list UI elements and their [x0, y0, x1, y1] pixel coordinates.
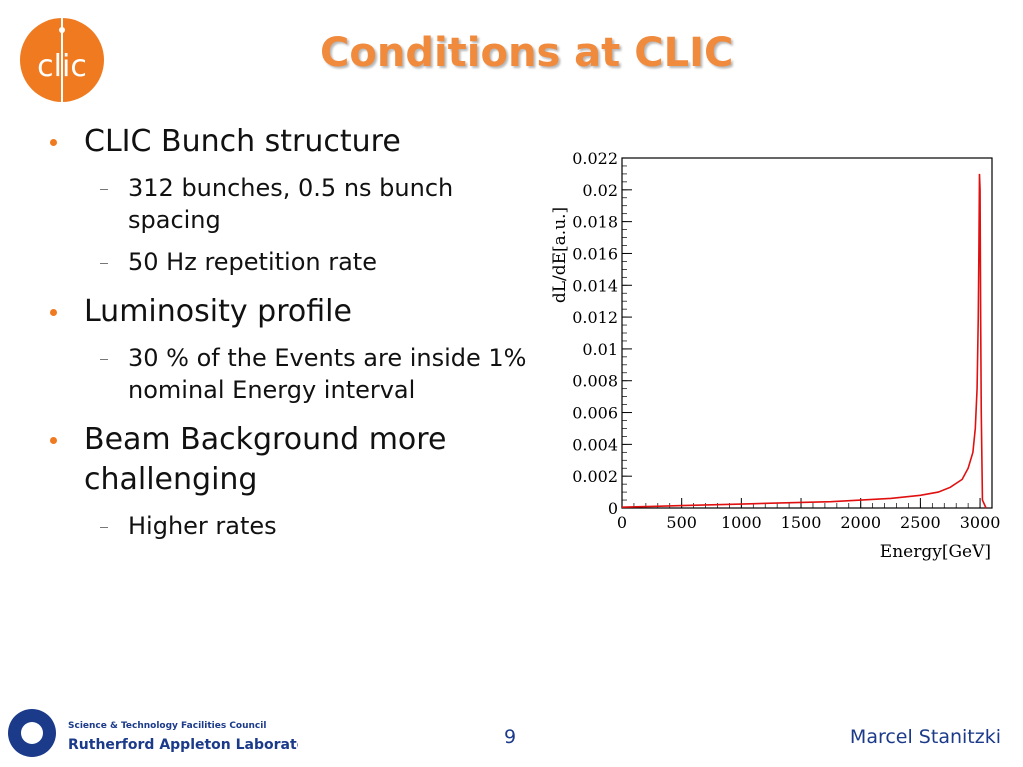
bullet-list: CLIC Bunch structure 312 bunches, 0.5 ns… [50, 118, 550, 542]
y-tick-label: 0.014 [572, 276, 618, 295]
dash-icon [100, 189, 108, 190]
ral-line: Rutherford Appleton Laboratory [68, 737, 298, 753]
stfc-ral-logo: Science & Technology Facilities Council … [8, 709, 298, 757]
bullet-dot-icon [50, 309, 57, 316]
clic-logo-dot [59, 27, 65, 33]
clic-logo: clic [20, 18, 104, 102]
y-tick-label: 0.022 [572, 149, 618, 168]
x-tick-label: 1000 [721, 513, 762, 532]
sub-bullet-item: 30 % of the Events are inside 1% nominal… [50, 342, 550, 406]
clic-logo-text: clic [37, 49, 87, 84]
bullet-text: CLIC Bunch structure [84, 124, 401, 159]
stfc-line: Science & Technology Facilities Council [68, 721, 266, 731]
sub-bullet-text: 50 Hz repetition rate [128, 248, 377, 276]
sub-bullet-item: Higher rates [50, 510, 550, 542]
x-axis: 0 500 1000 1500 2000 2500 3000 [617, 498, 1001, 532]
y-axis-label: dL/dE[a.u.] [550, 207, 570, 303]
x-tick-label: 2000 [840, 513, 881, 532]
plot-frame [621, 157, 993, 509]
sub-bullet-item: 312 bunches, 0.5 ns bunch spacing [50, 172, 550, 236]
x-axis-label: Energy[GeV] [880, 542, 991, 562]
x-tick-label: 2500 [900, 513, 941, 532]
y-tick-label: 0.008 [572, 372, 618, 391]
y-tick-label: 0.012 [572, 308, 618, 327]
y-tick-label: 0.016 [572, 244, 618, 263]
bullet-item: Beam Background more challenging [50, 420, 550, 500]
author-name: Marcel Stanitzki [849, 726, 1001, 748]
luminosity-curve [621, 173, 987, 509]
bullet-dot-icon [50, 437, 57, 444]
x-tick-label: 0 [617, 513, 627, 532]
y-axis: 0 0.002 0.004 0.006 0.008 0.01 0.012 0.014 0.016… [572, 149, 632, 518]
dash-icon [100, 527, 108, 528]
x-tick-label: 1500 [781, 513, 822, 532]
y-tick-label: 0.006 [572, 404, 618, 423]
bullet-text: Luminosity profile [84, 294, 352, 329]
x-tick-label: 500 [666, 513, 697, 532]
y-tick-label: 0 [608, 499, 618, 518]
bullet-item: CLIC Bunch structure [50, 122, 550, 162]
x-tick-label: 3000 [960, 513, 1001, 532]
bullet-dot-icon [50, 139, 57, 146]
y-tick-label: 0.018 [572, 213, 618, 232]
sub-bullet-text: 312 bunches, 0.5 ns bunch spacing [128, 174, 454, 234]
bullet-item: Luminosity profile [50, 292, 550, 332]
page-number: 9 [504, 726, 517, 748]
y-tick-label: 0.004 [572, 435, 618, 454]
bullet-text: Beam Background more challenging [84, 422, 447, 497]
sub-bullet-text: Higher rates [128, 512, 277, 540]
y-tick-label: 0.02 [582, 181, 618, 200]
stfc-emblem-core [21, 722, 43, 744]
sub-bullet-text: 30 % of the Events are inside 1% nominal… [128, 344, 527, 404]
y-tick-label: 0.002 [572, 467, 618, 486]
y-tick-label: 0.01 [582, 340, 618, 359]
dash-icon [100, 263, 108, 264]
luminosity-spectrum-chart: 0 0.002 0.004 0.006 0.008 0.01 0.012 0.014 0.016… [550, 149, 1001, 562]
slide-title: Conditions at CLIC [320, 30, 734, 76]
sub-bullet-item: 50 Hz repetition rate [50, 246, 550, 278]
dash-icon [100, 359, 108, 360]
